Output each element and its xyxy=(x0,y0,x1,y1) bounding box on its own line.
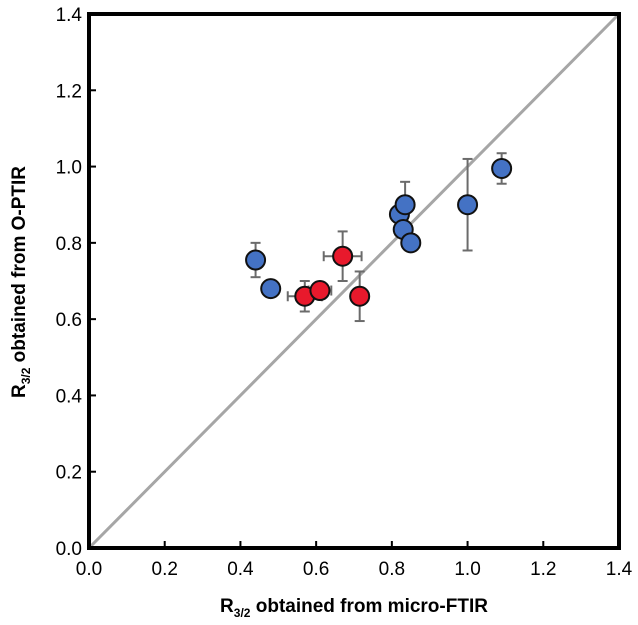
y-tick-label: 0.6 xyxy=(56,310,82,331)
data-point-blue xyxy=(491,157,513,179)
y-tick-label: 0.4 xyxy=(56,386,83,407)
data-point-blue xyxy=(260,278,282,300)
y-tick-label: 1.2 xyxy=(56,81,82,102)
y-axis-title: R3/2 obtained from O-PTIR xyxy=(9,166,33,398)
y-tick-label: 0.2 xyxy=(56,463,82,484)
x-tick-label: 0.0 xyxy=(76,559,102,580)
y-tick-label: 0.8 xyxy=(56,234,82,255)
x-tick-label: 0.8 xyxy=(379,559,405,580)
data-point-blue xyxy=(245,249,267,271)
data-point-blue xyxy=(400,232,422,254)
y-tick-label: 0.0 xyxy=(56,539,82,560)
x-tick-label: 1.4 xyxy=(606,559,633,580)
data-point-red xyxy=(309,280,331,302)
y-tick-label: 1.0 xyxy=(56,158,82,179)
data-point-blue xyxy=(394,194,416,216)
x-tick-label: 1.2 xyxy=(530,559,556,580)
data-point-blue xyxy=(457,194,479,216)
x-tick-label: 0.4 xyxy=(227,559,254,580)
data-point-red xyxy=(349,285,371,307)
identity-line xyxy=(87,12,621,550)
x-tick-label: 0.2 xyxy=(152,559,178,580)
plot-frame xyxy=(87,12,621,550)
x-axis-title: R3/2 obtained from micro-FTIR xyxy=(220,596,488,620)
x-tick-label: 0.6 xyxy=(303,559,329,580)
data-point-red xyxy=(332,245,354,267)
y-tick-label: 1.4 xyxy=(56,5,83,26)
x-tick-label: 1.0 xyxy=(454,559,480,580)
